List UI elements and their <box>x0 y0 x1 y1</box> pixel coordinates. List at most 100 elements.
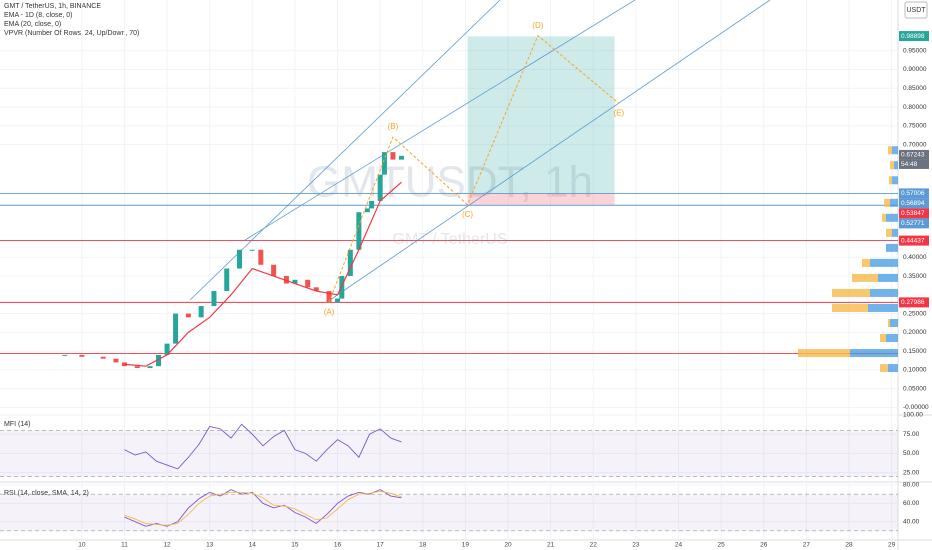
price-badge <box>899 198 929 209</box>
vp-up <box>892 176 898 185</box>
vp-down <box>886 228 892 237</box>
indicator-label: EMA (20, close, 0) <box>4 21 61 28</box>
candle <box>113 358 119 363</box>
candle <box>198 306 204 318</box>
x-tick-label: 10 <box>78 542 86 549</box>
y-tick-label: 0.75000 <box>903 123 927 130</box>
y-tick-label: 0.35000 <box>903 273 927 280</box>
pattern-label: (A) <box>324 307 335 316</box>
price-badge <box>899 31 929 42</box>
x-tick-label: 25 <box>718 542 726 549</box>
candle <box>173 313 179 344</box>
y-tick-label: 0.25000 <box>903 310 927 317</box>
candle <box>335 298 341 303</box>
target-zone <box>467 36 615 194</box>
pattern-line <box>328 34 620 303</box>
vp-down <box>888 318 890 327</box>
candle <box>305 279 311 288</box>
price-badge-label: 0.56894 <box>901 200 925 207</box>
price-badge-label: 0.57006 <box>901 190 925 197</box>
y-tick-label: 75.00 <box>903 431 920 438</box>
price-badge-label: 0.53847 <box>901 210 925 217</box>
price-badge-label: 0.27986 <box>901 299 925 306</box>
y-tick-label: 25.00 <box>903 469 920 476</box>
x-tick-label: 16 <box>334 542 342 549</box>
candle <box>249 249 255 251</box>
vp-down <box>889 176 892 185</box>
price-badge <box>899 218 929 229</box>
y-tick-label: 0.95000 <box>903 47 927 54</box>
candle <box>237 249 243 269</box>
vp-down <box>884 198 890 207</box>
vp-down <box>832 303 868 312</box>
x-tick-label: 23 <box>632 542 640 549</box>
vp-up <box>890 318 898 327</box>
x-tick-label: 13 <box>206 542 214 549</box>
y-tick-label: 0.05000 <box>903 385 927 392</box>
y-tick-label: 0.20000 <box>903 329 927 336</box>
vp-down <box>888 146 892 155</box>
candle <box>390 152 396 160</box>
x-tick-label: 19 <box>462 542 470 549</box>
candle <box>326 291 332 303</box>
unit-box[interactable] <box>904 1 928 19</box>
candle <box>156 354 162 367</box>
vp-up <box>886 334 898 343</box>
candle <box>377 174 383 201</box>
x-tick-label: 21 <box>547 542 555 549</box>
vp-down <box>798 349 850 358</box>
countdown-bg <box>899 159 929 169</box>
candle <box>356 212 362 250</box>
candle <box>147 366 153 369</box>
vp-down <box>862 258 870 267</box>
indicator-line <box>124 490 402 526</box>
price-badge <box>899 208 929 219</box>
stop-zone <box>467 193 615 205</box>
axis-unit: USDT <box>906 7 926 14</box>
x-tick-label: 17 <box>377 542 385 549</box>
vp-up <box>870 258 898 267</box>
pattern-label: (B) <box>388 122 399 131</box>
x-tick-label: 11 <box>121 542 128 549</box>
candle <box>369 200 375 209</box>
chart-title: GMT / TetherUS, 1h, BINANCE <box>4 3 101 10</box>
vp-down <box>832 288 870 297</box>
candle <box>100 356 106 359</box>
candle <box>398 155 404 160</box>
watermark: GMTUSDT, 1h <box>307 158 593 207</box>
y-tick-label: 50.00 <box>903 450 920 457</box>
price-badge <box>899 235 929 246</box>
x-tick-label: 26 <box>760 542 768 549</box>
y-tick-label: -0.00000 <box>903 404 929 411</box>
x-tick-label: 22 <box>590 542 598 549</box>
price-badge-label: 0.44437 <box>901 237 925 244</box>
vp-up <box>890 198 898 207</box>
price-badge <box>899 297 929 308</box>
candle <box>339 276 345 299</box>
price-badge-label: 0.67243 <box>901 152 925 159</box>
y-tick-label: 80.00 <box>903 482 920 489</box>
x-tick-label: 14 <box>249 542 257 549</box>
y-tick-label: 0.80000 <box>903 104 927 111</box>
x-axis: 10 11 12 13 14 15 16 17 18 19 20 21 22 23 24 25 26 27 28 29 <box>78 542 895 549</box>
vp-up <box>870 288 898 297</box>
channel-line <box>329 0 771 301</box>
candle <box>313 287 319 292</box>
candle <box>283 276 289 284</box>
vp-down <box>882 213 886 222</box>
y-tick-label: 100.00 <box>903 412 923 419</box>
candle <box>164 343 170 355</box>
candle <box>134 366 140 369</box>
vp-up <box>892 228 898 237</box>
candle <box>364 208 370 213</box>
candle <box>271 264 277 277</box>
countdown: 54:48 <box>901 161 918 168</box>
y-tick-label: 0.15000 <box>903 348 927 355</box>
x-tick-label: 24 <box>675 542 683 549</box>
indicator-label: EMA - 1D (8, close, 0) <box>4 12 72 19</box>
y-tick-label: 60.00 <box>903 500 920 507</box>
pattern-label: (E) <box>614 108 625 117</box>
candle <box>79 354 85 357</box>
